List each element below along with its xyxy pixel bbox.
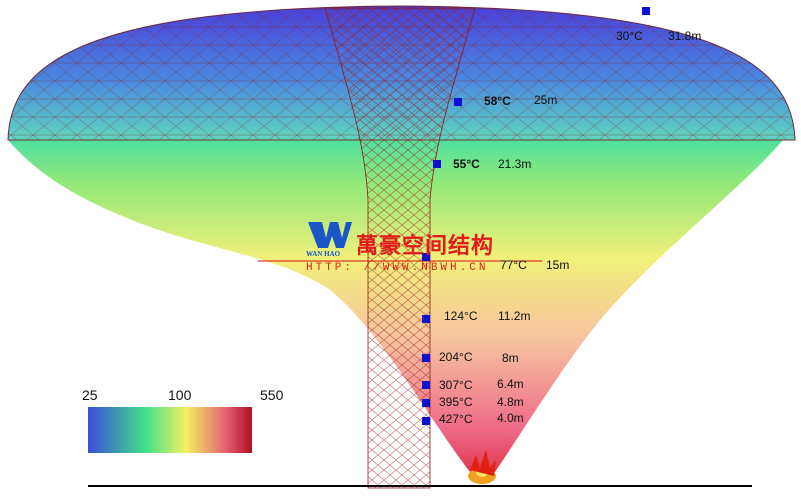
sensor-marker (422, 253, 430, 261)
fire-source (468, 450, 496, 484)
sensor-marker (642, 7, 650, 15)
height-label: 11.2m (498, 309, 531, 323)
watermark-brand-en: WAN HAO (306, 250, 341, 258)
temp-label: 307°C (439, 378, 473, 392)
temp-label: 124°C (444, 309, 478, 323)
height-label: 15m (546, 258, 570, 272)
height-label: 25m (534, 93, 558, 107)
watermark-url: HTTP: //WWW.NBWH.CN (306, 262, 489, 274)
watermark-logo (308, 222, 352, 248)
tower-neck (324, 7, 476, 489)
height-label: 21.3m (498, 157, 532, 171)
temp-label: 395°C (439, 395, 473, 409)
height-label: 31.8m (668, 29, 702, 43)
height-label: 4.0m (497, 411, 524, 425)
height-label: 8m (502, 351, 519, 365)
sensor-marker (422, 417, 430, 425)
watermark-brand-cn: 萬豪空间结构 (356, 234, 495, 259)
temp-label: 77°C (500, 258, 527, 272)
sensor-markers (422, 7, 650, 425)
height-label: 4.8m (497, 395, 524, 409)
height-label: 6.4m (497, 377, 524, 391)
colorbar-min-label: 25 (82, 387, 98, 403)
colorbar-mid-label: 100 (168, 387, 192, 403)
temp-label: 55°C (453, 157, 480, 171)
sensor-marker (422, 381, 430, 389)
temp-label: 58°C (484, 94, 511, 108)
sensor-marker (422, 354, 430, 362)
colorbar (88, 407, 252, 453)
sensor-marker (422, 399, 430, 407)
sensor-marker (454, 98, 462, 106)
sensor-marker (422, 315, 430, 323)
temp-label: 204°C (439, 350, 473, 364)
temp-label: 427°C (439, 412, 473, 426)
temp-label: 30°C (616, 29, 643, 43)
colorbar-max-label: 550 (260, 387, 284, 403)
sensor-marker (433, 160, 441, 168)
